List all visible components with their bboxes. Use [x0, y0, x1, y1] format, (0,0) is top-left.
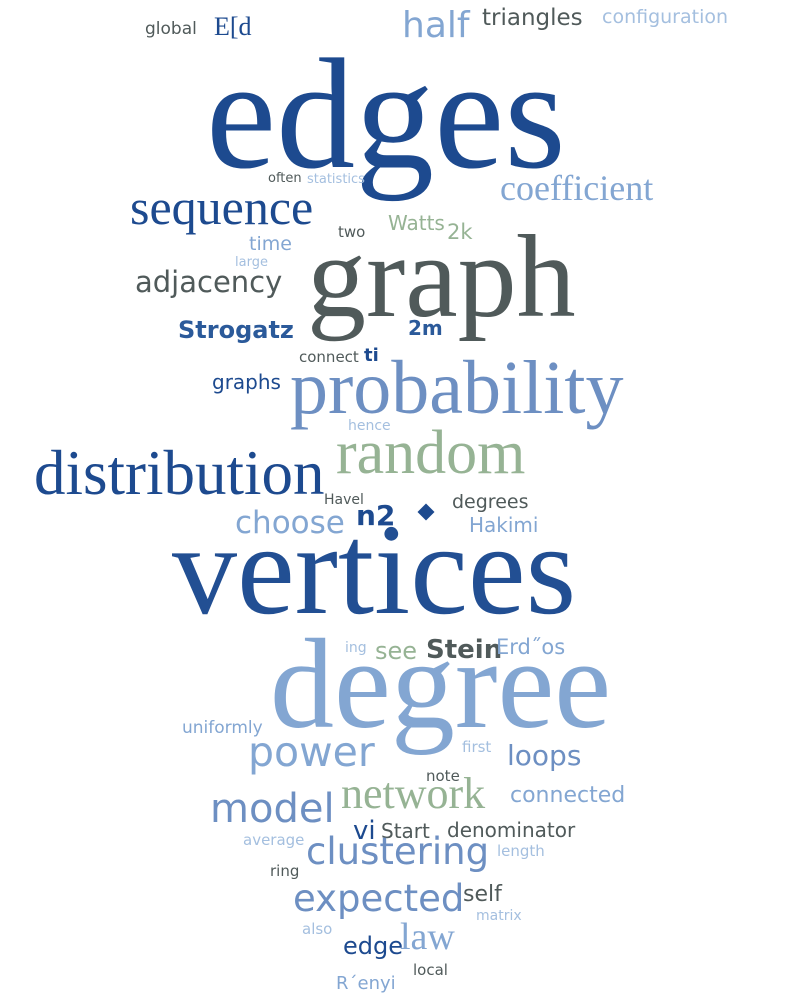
- word-ti: ti: [364, 345, 379, 366]
- word-hence: hence: [348, 418, 391, 434]
- word-network: network: [341, 769, 486, 818]
- word-graphs: graphs: [212, 370, 281, 394]
- word-loops: loops: [507, 739, 582, 772]
- word-watts: Watts: [388, 211, 445, 235]
- word-renyi: R´enyi: [336, 973, 396, 994]
- word-distribution: distribution: [34, 438, 325, 508]
- word-graph: graph: [307, 211, 576, 342]
- word-triangles: triangles: [482, 5, 583, 31]
- word-expected: expected: [293, 877, 465, 920]
- word-choose: choose: [235, 505, 345, 541]
- word-first: first: [462, 738, 492, 756]
- word-local: local: [413, 961, 448, 979]
- word-model: model: [210, 786, 335, 832]
- word-clustering: clustering: [306, 830, 490, 873]
- word-law: law: [400, 916, 455, 958]
- word-connect: connect: [299, 348, 359, 366]
- word-large: large: [235, 255, 268, 270]
- word-half: half: [402, 5, 470, 46]
- word-also: also: [302, 920, 333, 938]
- word-degree: degree: [270, 613, 612, 755]
- word-random: random: [336, 419, 526, 487]
- word-power: power: [248, 728, 375, 776]
- word-self: self: [463, 882, 502, 907]
- word-adjacency: adjacency: [135, 265, 283, 299]
- word-havel: Havel: [324, 492, 364, 508]
- word-length: length: [497, 842, 545, 860]
- word-edges: edges: [206, 27, 566, 202]
- word-global: global: [145, 19, 197, 39]
- word-configuration: configuration: [602, 6, 729, 28]
- word-often: often: [268, 171, 302, 186]
- word-ing: ing: [345, 640, 367, 656]
- word-strogatz: Strogatz: [178, 316, 294, 344]
- word-two: two: [338, 223, 366, 241]
- word-start: Start: [381, 819, 430, 843]
- word-uniformly: uniformly: [182, 718, 263, 738]
- word-sequence: sequence: [130, 179, 314, 235]
- word-time: time: [249, 233, 292, 255]
- word-n2: n2: [356, 499, 396, 532]
- word-erdos: Erd˝os: [496, 635, 566, 659]
- word-2m: 2m: [408, 316, 443, 340]
- word-coefficient: coefficient: [500, 168, 654, 208]
- word-probability: probability: [290, 346, 624, 430]
- word-ed: E[d: [214, 12, 252, 41]
- word-2k: 2k: [447, 220, 473, 244]
- word-stein: Stein: [426, 635, 503, 665]
- word-degrees: degrees: [452, 491, 529, 513]
- word-vi: vi: [353, 816, 376, 846]
- word-statistics: statistics: [307, 172, 365, 187]
- word-matrix: matrix: [476, 908, 522, 924]
- word-connected: connected: [510, 783, 626, 808]
- word-edge: edge: [343, 932, 403, 960]
- word-note: note: [426, 767, 460, 785]
- word-average: average: [243, 831, 305, 849]
- word-ring: ring: [270, 862, 300, 880]
- word-see: see: [375, 637, 418, 665]
- word-vertices: vertices: [172, 498, 577, 642]
- word-hakimi: Hakimi: [469, 513, 539, 537]
- word-denominator: denominator: [447, 818, 576, 842]
